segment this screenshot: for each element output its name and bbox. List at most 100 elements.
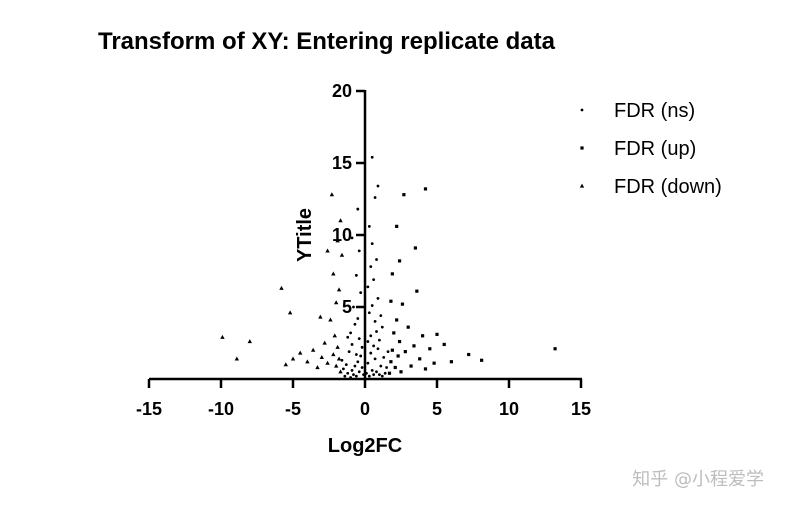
data-point (392, 331, 396, 335)
data-point (342, 367, 345, 371)
data-point (553, 347, 557, 351)
data-point (334, 300, 339, 305)
data-point (406, 325, 410, 329)
data-point (395, 318, 399, 322)
legend: FDR (ns) FDR (up) FDR (down) (579, 100, 722, 198)
data-point (350, 368, 354, 372)
data-point (340, 358, 344, 362)
data-point (354, 353, 358, 356)
data-point (359, 354, 363, 358)
data-point (435, 332, 439, 336)
data-point (331, 271, 336, 276)
data-point (415, 289, 419, 293)
data-point (353, 364, 357, 368)
data-point (290, 356, 296, 361)
data-point (390, 348, 394, 352)
data-point (373, 320, 377, 323)
data-point (359, 291, 363, 294)
data-point (335, 238, 340, 243)
data-point (357, 249, 361, 253)
data-point (366, 285, 370, 289)
legend-item: FDR (down) (579, 176, 722, 198)
y-tick-label: 20 (332, 81, 352, 101)
x-tick-label: 15 (571, 399, 591, 419)
data-point (354, 374, 358, 378)
data-point (428, 347, 432, 351)
x-tick-label: -5 (285, 399, 301, 419)
data-point (376, 296, 380, 300)
data-point (396, 354, 400, 358)
data-point (385, 366, 388, 369)
data-point (336, 287, 342, 292)
x-tick-label: -10 (208, 399, 234, 419)
data-point (318, 314, 323, 319)
data-point (442, 342, 446, 347)
data-point (247, 339, 252, 344)
data-point (346, 371, 350, 375)
data-points (220, 155, 557, 379)
data-point (287, 310, 293, 315)
data-point (370, 242, 374, 246)
x-axis-label: Log2FC (328, 435, 402, 457)
data-point (370, 155, 374, 159)
data-point (380, 374, 384, 378)
data-point (357, 337, 361, 341)
data-point (369, 351, 373, 355)
y-axis-label: YTitle (294, 208, 316, 262)
data-point (332, 333, 337, 338)
y-tick-label: 10 (332, 225, 352, 245)
data-point (357, 370, 361, 374)
data-point (400, 302, 405, 306)
legend-marker (580, 146, 584, 150)
data-point (346, 335, 350, 339)
y-ticks: 20 15 10 5 (332, 81, 365, 317)
data-point (402, 193, 406, 197)
data-point (325, 360, 330, 365)
data-point (418, 357, 422, 361)
data-point (480, 358, 484, 362)
y-tick-label: 15 (332, 153, 352, 173)
data-point (350, 343, 354, 346)
legend-marker (579, 183, 585, 188)
data-point (347, 350, 351, 354)
data-point (386, 350, 390, 354)
x-tick-label: 10 (499, 399, 519, 419)
data-point (395, 224, 399, 228)
data-point (319, 355, 324, 359)
data-point (331, 352, 336, 357)
axes: -15 -10 -5 0 5 10 15 20 15 10 5 (136, 81, 591, 419)
data-point (432, 361, 436, 365)
data-point (389, 299, 393, 303)
data-point (338, 369, 343, 374)
data-point (315, 365, 320, 370)
x-tick-label: 5 (432, 399, 442, 419)
data-point (305, 359, 310, 364)
data-point (344, 363, 348, 366)
data-point (403, 350, 407, 354)
data-point (310, 347, 316, 352)
data-point (329, 192, 335, 197)
data-point (352, 305, 355, 309)
data-point (338, 218, 343, 223)
data-point (353, 322, 357, 326)
data-point (397, 339, 402, 344)
data-point (356, 317, 360, 320)
legend-item: FDR (up) (580, 138, 696, 160)
data-point (379, 364, 383, 368)
data-point (423, 367, 428, 371)
legend-label: FDR (down) (614, 176, 722, 198)
data-point (369, 334, 373, 338)
legend-marker (580, 108, 584, 112)
data-point (372, 278, 376, 282)
data-point (413, 246, 417, 250)
data-point (375, 330, 378, 333)
x-tick-label: -15 (136, 399, 162, 419)
data-point (366, 361, 370, 365)
data-point (375, 370, 378, 374)
data-point (389, 360, 393, 364)
data-point (380, 325, 384, 329)
data-point (298, 350, 303, 355)
data-point (370, 304, 374, 307)
data-point (369, 265, 373, 269)
